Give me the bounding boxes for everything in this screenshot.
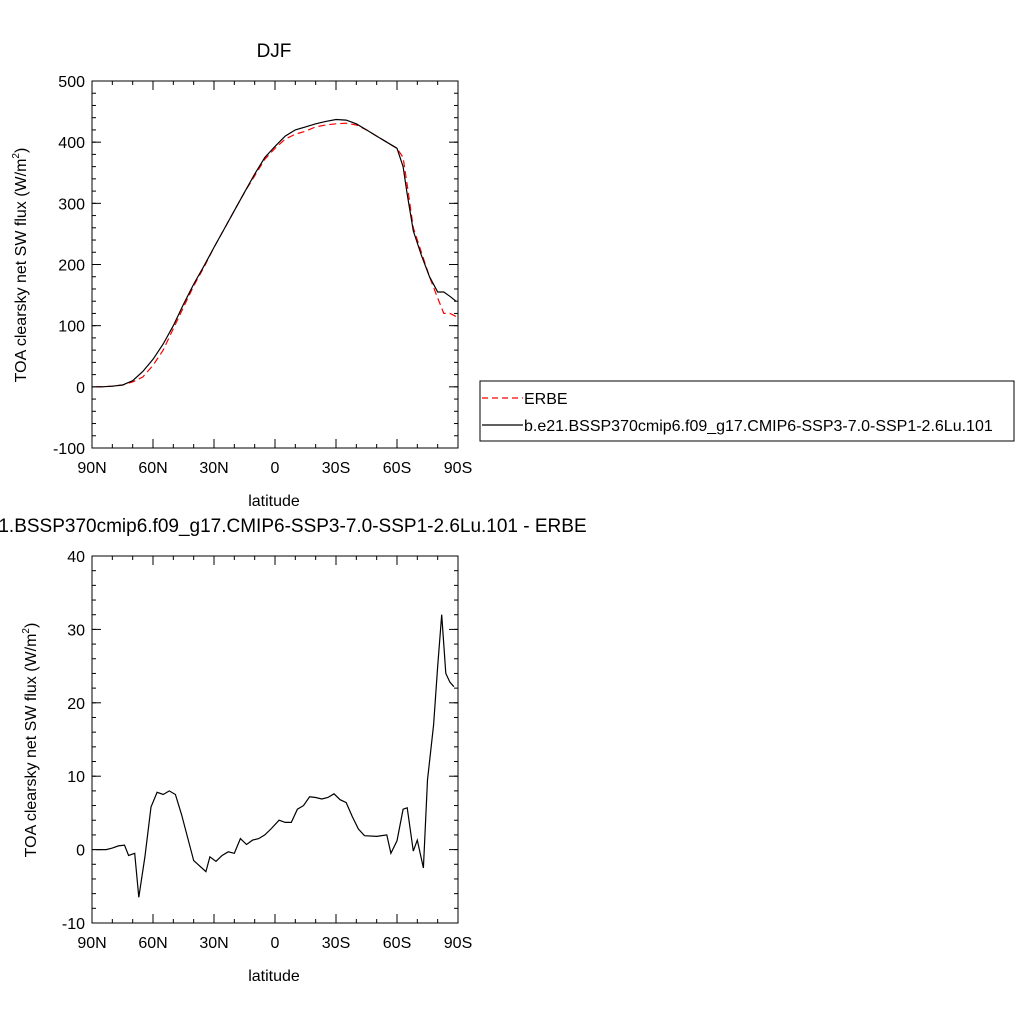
top-series — [96, 118, 457, 388]
x-tick-label: 60S — [383, 460, 411, 477]
y-tick-label: 300 — [58, 196, 85, 213]
legend-label-model: b.e21.BSSP370cmip6.f09_g17.CMIP6-SSP3-7.… — [524, 418, 993, 435]
top-y-axis-label: TOA clearsky net SW flux (W/m2) — [11, 148, 30, 383]
x-tick-label: 0 — [271, 935, 280, 952]
y-tick-label: 200 — [58, 258, 85, 275]
series-line-erbe — [96, 122, 457, 388]
x-tick-label: 60N — [138, 460, 167, 477]
x-tick-label: 60N — [138, 935, 167, 952]
legend: ERBE b.e21.BSSP370cmip6.f09_g17.CMIP6-SS… — [479, 380, 1015, 442]
x-tick-label: 30S — [322, 935, 350, 952]
x-tick-label: 30N — [199, 460, 228, 477]
y-tick-label: 20 — [67, 696, 85, 713]
bottom-panel: b.e21.BSSP370cmip6.f09_g17.CMIP6-SSP3-7.… — [0, 516, 587, 985]
bottom-y-axis-label: TOA clearsky net SW flux (W/m2) — [21, 623, 40, 858]
legend-label-erbe: ERBE — [524, 391, 568, 408]
y-tick-label: 100 — [58, 319, 85, 336]
bottom-ticks — [91, 555, 459, 924]
bottom-x-tick-labels: 90N 60N 30N 0 30S 60S 90S — [77, 935, 472, 952]
x-tick-label: 30S — [322, 460, 350, 477]
x-tick-label: 30N — [199, 935, 228, 952]
legend-box — [479, 380, 1015, 442]
x-tick-label: 0 — [271, 460, 280, 477]
bottom-title: b.e21.BSSP370cmip6.f09_g17.CMIP6-SSP3-7.… — [0, 516, 587, 537]
top-title: DJF — [257, 41, 292, 62]
bottom-plot-frame — [91, 555, 459, 924]
y-tick-label: 0 — [76, 843, 85, 860]
bottom-series — [96, 614, 455, 898]
series-line-b — [96, 118, 457, 388]
y-tick-label: 400 — [58, 135, 85, 152]
y-tick-label: 500 — [58, 74, 85, 91]
top-panel: DJF 90N 60N 30N 0 30S 60S 90S -100 0 100 200 300 40… — [11, 41, 472, 510]
bottom-y-tick-labels: -10 0 10 20 30 40 — [62, 549, 85, 933]
x-tick-label: 90N — [77, 935, 106, 952]
y-tick-label: 40 — [67, 549, 85, 566]
x-tick-label: 90S — [444, 460, 472, 477]
y-tick-label: 0 — [76, 380, 85, 397]
top-plot-frame — [91, 80, 459, 449]
y-tick-label: 10 — [67, 769, 85, 786]
series-line-difference — [96, 614, 455, 898]
bottom-x-axis-label: latitude — [248, 968, 300, 985]
x-tick-label: 90S — [444, 935, 472, 952]
top-ticks — [91, 80, 459, 449]
top-x-axis-label: latitude — [248, 493, 300, 510]
x-tick-label: 60S — [383, 935, 411, 952]
y-tick-label: -100 — [53, 441, 85, 458]
y-tick-label: -10 — [62, 916, 85, 933]
top-x-tick-labels: 90N 60N 30N 0 30S 60S 90S — [77, 460, 472, 477]
x-tick-label: 90N — [77, 460, 106, 477]
y-tick-label: 30 — [67, 622, 85, 639]
top-y-tick-labels: -100 0 100 200 300 400 500 — [53, 74, 85, 458]
